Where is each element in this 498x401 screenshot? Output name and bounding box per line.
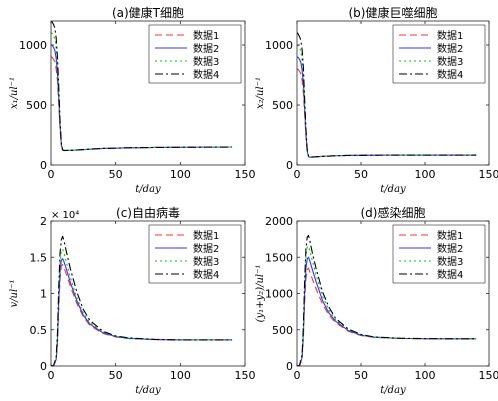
panel-title: (c)自由病毒 <box>116 205 180 220</box>
plot-frame <box>296 20 490 166</box>
series-group <box>297 32 477 158</box>
y-tick-label: 1 <box>40 288 47 301</box>
chart-panel-3: 0 50 100 150 0 0.5 1 1.5 2 × 10⁴ (c)自由病毒 t/day v/ul⁻… <box>9 205 256 396</box>
legend-box <box>392 224 486 284</box>
y-tick-label: 2 <box>40 215 47 228</box>
legend-box <box>148 24 242 84</box>
y-tick-label: 500 <box>26 99 47 112</box>
y-tick-label: 0 <box>286 159 293 172</box>
y-tick-label: 1500 <box>265 251 293 264</box>
legend-label-4: 数据4 <box>193 268 219 281</box>
series-line-4 <box>297 234 477 366</box>
y-tick-label: 500 <box>272 324 293 337</box>
y-tick-label: 2000 <box>265 215 293 228</box>
x-axis-label: t/day <box>380 385 406 396</box>
legend-label-2: 数据2 <box>437 242 463 255</box>
x-tick-label: 100 <box>170 369 191 382</box>
x-axis-label: t/day <box>135 184 161 195</box>
x-tick-label: 50 <box>109 369 123 382</box>
x-axis-label: t/day <box>380 184 406 195</box>
y-tick-label: 0 <box>40 159 47 172</box>
x-tick-label: 150 <box>479 369 498 382</box>
legend-label-3: 数据3 <box>437 255 463 268</box>
y-tick-label: 0 <box>40 360 47 373</box>
series-group <box>297 234 477 366</box>
series-group <box>51 21 233 152</box>
series-line-4 <box>51 235 233 366</box>
x-tick-label: 0 <box>294 168 301 181</box>
legend-label-1: 数据1 <box>193 29 219 42</box>
y-tick-label: 0.5 <box>30 324 48 337</box>
legend-box <box>148 224 242 284</box>
legend-label-1: 数据1 <box>437 29 463 42</box>
x-tick-label: 150 <box>235 168 256 181</box>
legend-label-3: 数据3 <box>193 55 219 68</box>
legend-label-1: 数据1 <box>437 229 463 242</box>
x-tick-label: 0 <box>48 369 55 382</box>
chart-panel-4: 0 50 100 1500500100015002000(d)感染细胞t/day(y₁… <box>255 205 498 396</box>
y-tick-label: 0 <box>286 360 293 373</box>
series-group <box>51 235 233 366</box>
legend-label-4: 数据4 <box>437 268 463 281</box>
legend-label-2: 数据2 <box>193 242 219 255</box>
chart-panel-2: 0 50 100 150 0 500 1000 (b)健康巨噬细胞 t/day x₂/ul⁻¹ 数据… <box>255 5 498 195</box>
x-tick-label: 150 <box>235 369 256 382</box>
x-tick-label: 100 <box>415 369 436 382</box>
x-axis-label: t/day <box>135 385 161 396</box>
x-tick-label: 50 <box>109 168 123 181</box>
y-tick-label: 1000 <box>19 39 47 52</box>
legend-label-4: 数据4 <box>193 68 219 81</box>
series-line-3 <box>297 245 477 366</box>
chart-panel-1: 0 50 100 150 0 500 1000 (a)健康T细胞 t/day x₁/ul⁻¹ 数据1… <box>9 5 256 195</box>
x-tick-label: 100 <box>170 168 191 181</box>
legend-label-3: 数据3 <box>437 55 463 68</box>
x-tick-label: 100 <box>415 168 436 181</box>
series-line-4 <box>51 21 233 152</box>
y-axis-label: x₁/ul⁻¹ <box>9 77 20 109</box>
x-tick-label: 0 <box>294 369 301 382</box>
y-multiplier: × 10⁴ <box>51 210 79 221</box>
x-tick-label: 0 <box>48 168 55 181</box>
x-tick-label: 50 <box>354 168 368 181</box>
legend-label-2: 数据2 <box>193 42 219 55</box>
panel-title: (a)健康T细胞 <box>112 5 184 20</box>
y-tick-label: 1.5 <box>30 251 48 264</box>
series-line-3 <box>297 44 477 158</box>
y-axis-label: x₂/ul⁻¹ <box>255 77 266 109</box>
y-axis-label: (y₁+y₂)/ul⁻¹ <box>255 265 266 323</box>
legend-box <box>392 24 486 84</box>
x-tick-label: 50 <box>354 369 368 382</box>
series-line-3 <box>51 248 233 366</box>
y-tick-label: 500 <box>272 99 293 112</box>
y-tick-label: 1000 <box>265 288 293 301</box>
x-tick-label: 150 <box>479 168 498 181</box>
y-tick-label: 1000 <box>265 39 293 52</box>
y-axis-label: v/ul⁻¹ <box>9 280 20 308</box>
legend-label-1: 数据1 <box>193 229 219 242</box>
legend-label-2: 数据2 <box>437 42 463 55</box>
plot-frame <box>50 20 246 166</box>
legend-label-3: 数据3 <box>193 255 219 268</box>
series-line-4 <box>297 32 477 158</box>
panel-title: (b)健康巨噬细胞 <box>349 5 438 20</box>
legend-label-4: 数据4 <box>437 68 463 81</box>
series-line-3 <box>51 32 233 152</box>
panel-title: (d)感染细胞 <box>361 205 426 220</box>
